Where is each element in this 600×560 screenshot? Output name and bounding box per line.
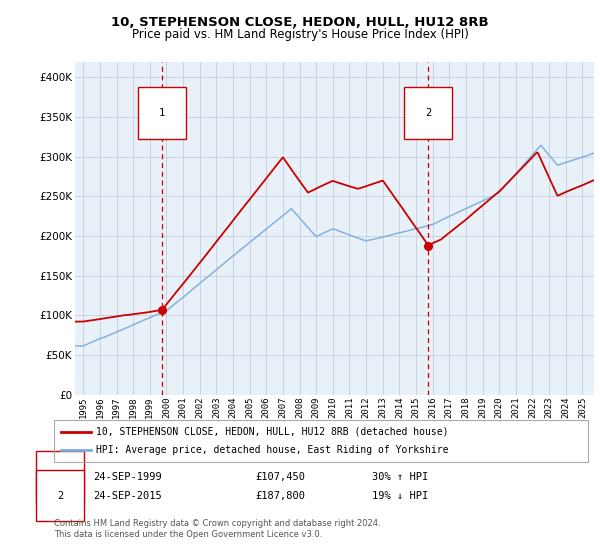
Text: £187,800: £187,800 bbox=[255, 491, 305, 501]
Text: 1: 1 bbox=[159, 108, 165, 118]
Text: 1: 1 bbox=[57, 472, 63, 482]
Text: 19% ↓ HPI: 19% ↓ HPI bbox=[372, 491, 428, 501]
Text: 10, STEPHENSON CLOSE, HEDON, HULL, HU12 8RB: 10, STEPHENSON CLOSE, HEDON, HULL, HU12 … bbox=[111, 16, 489, 29]
Text: £107,450: £107,450 bbox=[255, 472, 305, 482]
Text: 24-SEP-2015: 24-SEP-2015 bbox=[93, 491, 162, 501]
Text: 10, STEPHENSON CLOSE, HEDON, HULL, HU12 8RB (detached house): 10, STEPHENSON CLOSE, HEDON, HULL, HU12 … bbox=[96, 427, 449, 437]
Text: HPI: Average price, detached house, East Riding of Yorkshire: HPI: Average price, detached house, East… bbox=[96, 445, 449, 455]
Text: Price paid vs. HM Land Registry's House Price Index (HPI): Price paid vs. HM Land Registry's House … bbox=[131, 28, 469, 41]
Text: 24-SEP-1999: 24-SEP-1999 bbox=[93, 472, 162, 482]
Text: Contains HM Land Registry data © Crown copyright and database right 2024.
This d: Contains HM Land Registry data © Crown c… bbox=[54, 519, 380, 539]
Text: 2: 2 bbox=[57, 491, 63, 501]
Text: 30% ↑ HPI: 30% ↑ HPI bbox=[372, 472, 428, 482]
Text: 2: 2 bbox=[425, 108, 431, 118]
